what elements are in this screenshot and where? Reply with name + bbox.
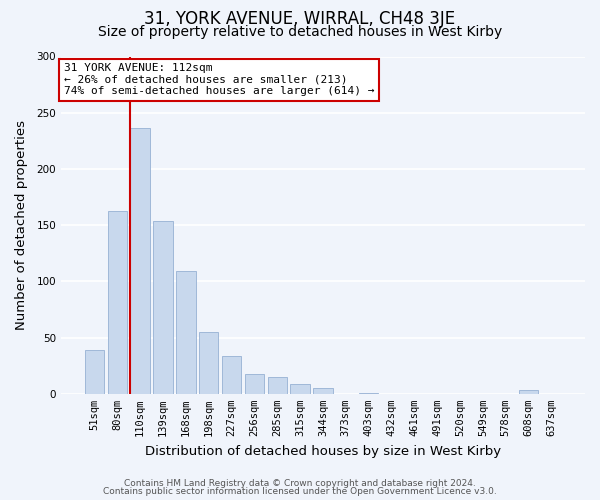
Bar (268, 377, 287, 394)
Text: 31 YORK AVENUE: 112sqm
← 26% of detached houses are smaller (213)
74% of semi-de: 31 YORK AVENUE: 112sqm ← 26% of detached… (64, 63, 374, 96)
Y-axis label: Number of detached properties: Number of detached properties (15, 120, 28, 330)
Text: 31, YORK AVENUE, WIRRAL, CH48 3JE: 31, YORK AVENUE, WIRRAL, CH48 3JE (145, 10, 455, 28)
Text: Contains HM Land Registry data © Crown copyright and database right 2024.: Contains HM Land Registry data © Crown c… (124, 478, 476, 488)
Text: Contains public sector information licensed under the Open Government Licence v3: Contains public sector information licen… (103, 487, 497, 496)
Bar (130, 128, 150, 394)
Bar (154, 220, 173, 394)
Bar (359, 392, 379, 394)
Bar (313, 388, 332, 394)
Bar (519, 390, 538, 394)
Bar (199, 332, 218, 394)
Bar (290, 384, 310, 394)
Bar (245, 374, 264, 394)
Bar (176, 272, 196, 394)
Bar (222, 356, 241, 394)
Text: Size of property relative to detached houses in West Kirby: Size of property relative to detached ho… (98, 25, 502, 39)
Bar (107, 210, 127, 394)
Bar (85, 350, 104, 394)
X-axis label: Distribution of detached houses by size in West Kirby: Distribution of detached houses by size … (145, 444, 501, 458)
